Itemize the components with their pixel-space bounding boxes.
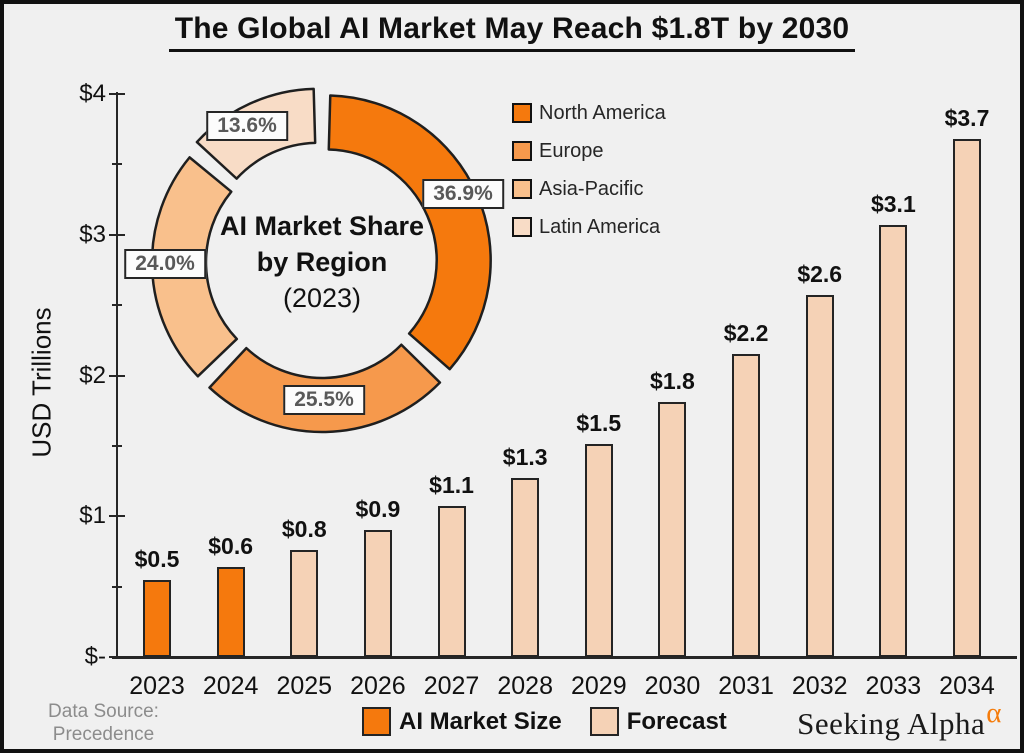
legend-label: North America	[539, 101, 666, 124]
legend-swatch	[512, 141, 532, 161]
donut-title-line2: by Region	[256, 247, 388, 277]
bar-value-2033: $3.1	[870, 190, 916, 217]
bar-value-2024: $0.6	[208, 532, 254, 559]
bar-value-2027: $1.1	[429, 472, 474, 499]
x-axis-label-2034: 2034	[939, 672, 995, 700]
y-major-tick	[109, 374, 125, 377]
bar-value-2026: $0.9	[355, 496, 401, 523]
data-source: Data Source: Precedence Research	[16, 700, 191, 749]
bar-value-2023: $0.5	[134, 545, 180, 572]
x-axis-label-2031: 2031	[718, 672, 774, 700]
bar-value-2034: $3.7	[944, 105, 990, 132]
bar-value-2029: $1.5	[576, 410, 622, 437]
bar-legend-swatch-forecast	[589, 707, 619, 736]
y-major-tick	[109, 656, 125, 658]
bar-2023	[143, 579, 171, 657]
brand-name: Seeking Alpha	[797, 706, 986, 741]
x-axis-label-2030: 2030	[644, 672, 701, 700]
y-tick-label: $1	[79, 502, 106, 530]
y-minor-tick	[112, 444, 122, 447]
y-tick-label: $2	[79, 361, 106, 389]
legend-item-europe: Europe	[512, 139, 666, 163]
brand-logo: Seeking Alphaα	[797, 699, 1002, 742]
x-axis-line	[112, 656, 1017, 659]
y-minor-tick	[112, 163, 122, 166]
bar-legend-label: AI Market Size	[399, 707, 562, 735]
legend-label: Europe	[539, 139, 604, 162]
bar-value-2030: $1.8	[650, 368, 695, 395]
x-axis-label-2026: 2026	[350, 672, 406, 700]
bar-legend-swatch-ai-market-size	[362, 707, 391, 736]
legend-label: Latin America	[539, 215, 661, 238]
chart-title: The Global AI Market May Reach $1.8T by …	[168, 12, 856, 52]
x-axis-label-2025: 2025	[276, 672, 333, 700]
bar-value-2032: $2.6	[797, 261, 843, 288]
bar-2034	[952, 139, 981, 657]
bar-2026	[363, 530, 392, 657]
y-minor-tick	[112, 585, 122, 588]
legend-swatch	[512, 103, 532, 123]
bar-value-2031: $2.2	[723, 320, 769, 347]
x-axis-label-2032: 2032	[791, 672, 848, 700]
legend-item-latin-america: Latin America	[512, 215, 666, 239]
x-axis-label-2023: 2023	[129, 672, 185, 700]
x-axis-label-2027: 2027	[423, 672, 480, 700]
y-major-tick	[109, 515, 125, 518]
bar-2030	[658, 402, 687, 657]
y-major-tick	[109, 233, 125, 236]
legend-item-asia-pacific: Asia-Pacific	[512, 177, 666, 201]
bar-2031	[732, 354, 761, 657]
donut-title-line3: (2023)	[282, 283, 362, 313]
bar-value-2025: $0.8	[281, 516, 327, 543]
bar-2024	[216, 566, 245, 657]
x-axis-label-2029: 2029	[571, 672, 627, 700]
bar-value-2028: $1.3	[502, 444, 548, 471]
legend-label: Asia-Pacific	[539, 177, 644, 200]
y-major-tick	[109, 93, 125, 95]
y-minor-tick	[112, 304, 122, 307]
bar-2033	[879, 224, 908, 657]
legend-swatch	[512, 179, 532, 199]
x-axis-label-2033: 2033	[865, 672, 922, 700]
donut-percent-europe: 25.5%	[283, 385, 365, 415]
donut-percent-asia-pacific: 24.0%	[124, 249, 206, 279]
donut-title-line1: AI Market Share	[219, 211, 425, 241]
legend-swatch	[512, 217, 532, 237]
bar-2027	[437, 506, 466, 657]
bar-legend-label: Forecast	[626, 707, 727, 735]
y-tick-label: $4	[79, 80, 106, 107]
donut-legend: North America Europe Asia-Pacific Latin Ame…	[512, 101, 666, 253]
alpha-icon: α	[986, 697, 1002, 729]
y-tick-label: $-	[84, 643, 106, 670]
y-tick-label: $3	[79, 220, 106, 248]
donut-center-title: AI Market Share by Region (2023)	[202, 208, 442, 316]
bar-2028	[511, 478, 540, 657]
data-source-line2: Precedence Research	[52, 724, 155, 749]
bar-2029	[584, 444, 613, 657]
legend-item-north-america: North America	[512, 101, 666, 125]
donut-percent-latin-america: 13.6%	[206, 111, 288, 141]
bar-2025	[290, 550, 319, 657]
data-source-line1: Data Source:	[48, 701, 159, 722]
x-axis-label-2024: 2024	[202, 672, 259, 700]
x-axis-label-2028: 2028	[497, 672, 553, 700]
title-wrap: The Global AI Market May Reach $1.8T by …	[4, 12, 1020, 52]
bar-legend: AI Market Size Forecast	[362, 707, 727, 736]
donut-percent-north-america: 36.9%	[422, 179, 504, 209]
bar-2032	[805, 295, 834, 657]
